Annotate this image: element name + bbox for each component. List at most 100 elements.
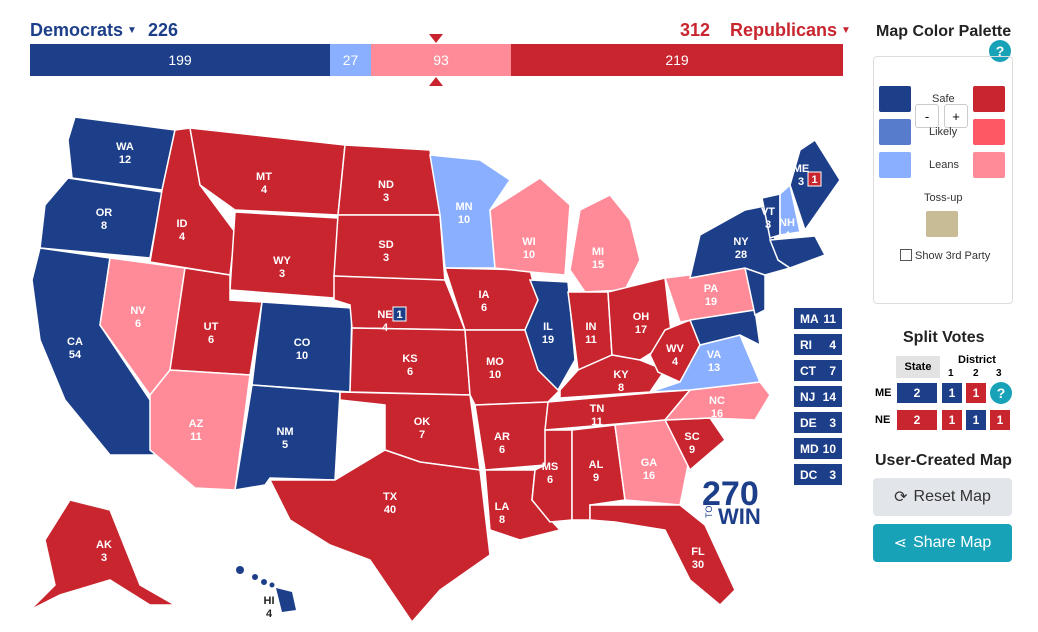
state-mdde[interactable]: [688, 309, 761, 347]
state-ar[interactable]: [474, 401, 549, 471]
state-wa[interactable]: [67, 116, 176, 191]
state-label-fl: FL: [691, 546, 705, 558]
state-label-tx: TX: [383, 491, 398, 503]
swatch-safe-dem[interactable]: [879, 86, 911, 112]
state-ev-wy: 3: [279, 268, 285, 280]
share-map-label: Share Map: [913, 534, 992, 551]
state-ne[interactable]: [333, 275, 467, 331]
state-label-oh: OH: [633, 311, 650, 323]
ne-button-abbr: DE: [800, 415, 817, 430]
state-ev-wi: 10: [523, 249, 535, 261]
ne-button-abbr: CT: [800, 363, 816, 378]
ne-button-de[interactable]: DE 3: [794, 412, 842, 433]
state-label-vt: VT: [761, 206, 775, 218]
state-label-ak: AK: [96, 539, 112, 551]
ne-button-ev: 11: [823, 311, 836, 326]
state-az[interactable]: [149, 369, 251, 491]
state-label-nc: NC: [709, 395, 725, 407]
state-label-wy: WY: [273, 255, 291, 267]
state-ev-co: 10: [296, 350, 308, 362]
state-ev-mi: 15: [592, 259, 604, 271]
state-tx[interactable]: [268, 449, 491, 624]
palette-minus-button[interactable]: -: [915, 104, 939, 128]
split-ne-d1[interactable]: 1: [942, 410, 962, 430]
ne-button-dc[interactable]: DC 3: [794, 464, 842, 485]
ne-button-ev: 3: [829, 467, 836, 482]
split-ne-d2[interactable]: 1: [966, 410, 986, 430]
state-ev-tn: 11: [591, 416, 603, 428]
state-label-ca: CA: [67, 336, 83, 348]
270towin-logo: 270 TO WIN: [702, 475, 761, 529]
state-ev-nv: 6: [135, 318, 141, 330]
ne-button-nj[interactable]: NJ 14: [794, 386, 842, 407]
split-votes-help-icon[interactable]: ?: [990, 382, 1012, 404]
swatch-likely-rep[interactable]: [973, 119, 1005, 145]
state-label-mt: MT: [256, 171, 272, 183]
democrats-dropdown[interactable]: Democrats ▼: [30, 20, 137, 41]
state-ky[interactable]: [559, 354, 667, 399]
ne-button-ct[interactable]: CT 7: [794, 360, 842, 381]
state-ev-fl: 30: [692, 559, 704, 571]
swatch-tossup[interactable]: [926, 211, 958, 237]
state-hi[interactable]: [236, 566, 296, 612]
state-fl[interactable]: [589, 504, 736, 607]
state-ev-ca: 54: [69, 349, 82, 361]
state-ak[interactable]: [29, 499, 178, 611]
state-ev-hi: 4: [266, 608, 273, 620]
reset-map-button[interactable]: ⟳ Reset Map: [873, 478, 1012, 516]
share-map-button[interactable]: ⋖ Share Map: [873, 524, 1012, 562]
state-label-hi: HI: [264, 595, 275, 607]
state-label-wv: WV: [666, 343, 684, 355]
district-number-3: 3: [996, 368, 1002, 379]
republicans-dropdown[interactable]: Republicans ▼: [730, 20, 851, 41]
state-ev-mn: 10: [458, 214, 470, 226]
state-wi[interactable]: [489, 177, 571, 276]
state-nh[interactable]: [779, 183, 801, 236]
split-ne-label: NE: [875, 414, 891, 426]
refresh-icon: ⟳: [894, 489, 908, 506]
midpoint-bottom-marker-icon: [429, 77, 443, 86]
ne-button-abbr: MD: [800, 441, 819, 456]
color-palette-panel: - + Safe Likely Leans Toss-up Show 3rd P…: [873, 56, 1013, 304]
state-ev-mt: 4: [261, 184, 268, 196]
state-ct-ri-ma[interactable]: [768, 235, 827, 269]
swatch-likely-dem[interactable]: [879, 119, 911, 145]
bar-safe-rep: 219: [511, 44, 843, 76]
state-ga[interactable]: [614, 419, 691, 506]
ne-button-ma[interactable]: MA 11: [794, 308, 842, 329]
split-me-d2[interactable]: 1: [966, 383, 986, 403]
state-label-me: ME: [793, 163, 810, 175]
split-me-d1[interactable]: 1: [942, 383, 962, 403]
state-label-co: CO: [294, 337, 311, 349]
swatch-lean-dem[interactable]: [879, 152, 911, 178]
state-label-nv: NV: [130, 305, 146, 317]
split-ne-state[interactable]: 2: [897, 410, 937, 430]
state-ev-nc: 16: [711, 408, 723, 420]
state-or[interactable]: [39, 177, 163, 259]
swatch-lean-rep[interactable]: [973, 152, 1005, 178]
third-party-checkbox[interactable]: [900, 249, 912, 261]
palette-title: Map Color Palette: [876, 23, 1012, 40]
bar-lean-rep: 93: [371, 44, 511, 76]
tossup-label: Toss-up: [924, 192, 963, 204]
state-ev-ny: 28: [735, 249, 747, 261]
state-ev-oh: 17: [635, 324, 647, 336]
leans-label: Leans: [929, 159, 959, 171]
ne-button-md[interactable]: MD 10: [794, 438, 842, 459]
swatch-safe-rep[interactable]: [973, 86, 1005, 112]
reset-map-label: Reset Map: [913, 488, 991, 505]
ne-button-abbr: DC: [800, 467, 818, 482]
state-ev-nd: 3: [383, 192, 389, 204]
palette-plus-button[interactable]: +: [944, 104, 968, 128]
split-me-state[interactable]: 2: [897, 383, 937, 403]
split-ne-d3[interactable]: 1: [990, 410, 1010, 430]
state-ev-ut: 6: [208, 334, 214, 346]
ne-button-ri[interactable]: RI 4: [794, 334, 842, 355]
state-mt[interactable]: [189, 127, 346, 216]
share-icon: ⋖: [893, 535, 908, 552]
state-ev-ak: 3: [101, 552, 107, 564]
state-label-nd: ND: [378, 179, 394, 191]
state-mi[interactable]: [569, 194, 641, 293]
state-ev-in: 11: [585, 334, 597, 346]
ne-button-ev: 14: [822, 389, 836, 404]
